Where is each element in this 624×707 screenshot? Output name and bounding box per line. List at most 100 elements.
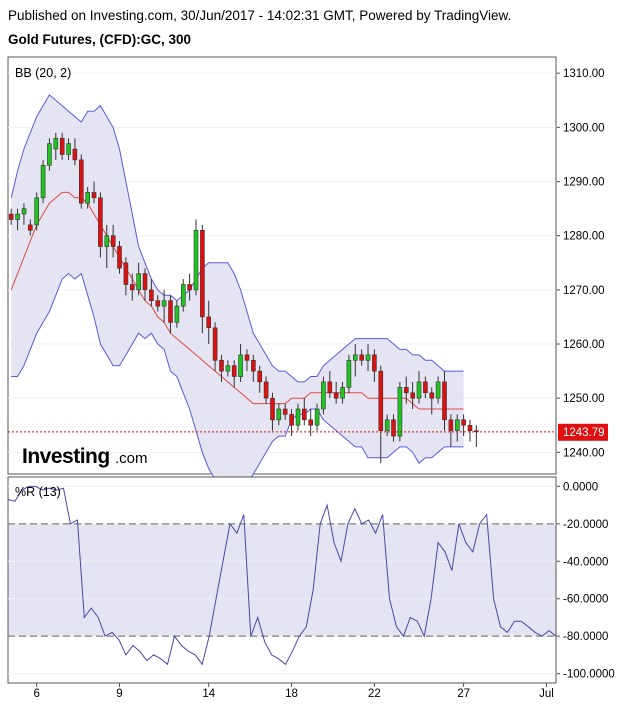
candle-body (340, 387, 345, 399)
candle-body (219, 359, 224, 372)
bb-upper-line (10, 94, 464, 383)
bb-indicator-label: BB (20, 2) (15, 66, 71, 80)
wr-tick-label: -80.0000 (563, 631, 608, 643)
wr-tick-label: 0.0000 (563, 481, 598, 493)
candle-body (15, 213, 20, 220)
candle-body (136, 273, 141, 291)
candle-body (346, 359, 352, 388)
last-price-label: 1243.79 (563, 427, 605, 439)
candle-body (416, 381, 422, 399)
candle-body (174, 305, 180, 323)
candle-body (225, 365, 231, 372)
candle-body (212, 327, 218, 361)
candle-body (391, 419, 396, 437)
candle-body (21, 208, 27, 215)
time-tick-label: 18 (285, 688, 298, 700)
price-tick-label: 1240.00 (563, 447, 605, 459)
candle-body (181, 284, 186, 307)
candle-body (155, 300, 161, 307)
time-tick-label: 27 (457, 688, 470, 700)
candle-body (161, 300, 167, 307)
candle-body (98, 197, 103, 247)
wr-indicator-label: %R (13) (15, 485, 61, 499)
candle-body (130, 284, 135, 291)
candle-body (365, 354, 371, 361)
candle-body (200, 230, 205, 318)
candle-body (384, 419, 390, 431)
price-tick-label: 1300.00 (563, 122, 605, 134)
candle-body (435, 381, 441, 399)
candle-body (238, 354, 243, 377)
candle-body (454, 419, 460, 431)
wr-axis: 0.0000 -20.0000 -40.0000 -60.0000 -80.0000 -1… (556, 481, 615, 681)
price-axis: 1310.00 1300.00 1290.00 1280.00 1270.00 1260.… (556, 68, 605, 459)
candle-body (231, 365, 237, 377)
candle-body (461, 419, 466, 426)
candle-body (301, 408, 307, 421)
wr-levels (8, 523, 556, 637)
price-tick-label: 1280.00 (563, 231, 605, 243)
candle-body (442, 381, 447, 421)
instrument-title: Gold Futures, (CFD):GC, 300 (8, 32, 192, 47)
price-tick-label: 1260.00 (563, 339, 605, 351)
candle-body (423, 381, 428, 393)
candle-body (359, 354, 365, 361)
candle-body (193, 230, 199, 291)
wr-tick-label: -60.0000 (563, 594, 608, 606)
candle-body (467, 424, 473, 431)
candle-body (308, 419, 314, 426)
candle-body (321, 381, 326, 410)
time-axis: 6 9 14 18 22 27 Jul (33, 683, 554, 700)
price-tick-label: 1250.00 (563, 393, 605, 405)
candle-body (40, 165, 46, 199)
candle-body (378, 370, 384, 432)
candle-body (352, 354, 358, 361)
last-price-badge (558, 423, 608, 441)
logo-suffix: .com (115, 450, 148, 467)
candle-body (27, 224, 33, 231)
candle-body (168, 300, 173, 323)
candle-body (251, 359, 256, 372)
candle-body (244, 354, 250, 361)
price-tick-label: 1310.00 (563, 68, 605, 80)
candle-body (53, 137, 59, 150)
price-tick-label: 1270.00 (563, 285, 605, 297)
candle-body (257, 370, 263, 383)
candle-body (327, 381, 333, 393)
candle-body (85, 192, 90, 204)
time-tick-label: Jul (539, 688, 554, 700)
candle-body (34, 197, 40, 226)
time-tick-label: 6 (33, 688, 39, 700)
bb-band-fill (11, 94, 464, 502)
candle-body (8, 213, 14, 220)
candle-body (123, 262, 129, 285)
time-tick-label: 9 (116, 688, 122, 700)
candle-body (79, 159, 84, 204)
wr-tick-label: -100.0000 (563, 669, 615, 681)
wr-tick-label: -40.0000 (563, 556, 608, 568)
candle-body (276, 408, 282, 421)
candle-body (206, 316, 211, 328)
price-tick-label: 1290.00 (563, 177, 605, 189)
wr-band (8, 523, 556, 637)
candle-body (110, 235, 116, 247)
candle-body (403, 387, 409, 394)
candle-body (282, 408, 288, 415)
candle-body (91, 192, 97, 199)
candle-body (314, 408, 320, 426)
candle-body (117, 246, 122, 269)
time-tick-label: 14 (202, 688, 215, 700)
candle-body (410, 392, 416, 399)
candle-body (72, 148, 78, 161)
time-tick-label: 22 (368, 688, 381, 700)
candle-body (295, 408, 301, 426)
candle-body (333, 392, 339, 399)
candle-body (429, 392, 435, 399)
candle-body (187, 284, 192, 291)
candle-body (47, 143, 52, 166)
candle-body (104, 235, 110, 247)
candle-body (289, 414, 294, 426)
published-note: Published on Investing.com, 30/Jun/2017 … (8, 8, 512, 23)
candle-body (372, 354, 377, 372)
